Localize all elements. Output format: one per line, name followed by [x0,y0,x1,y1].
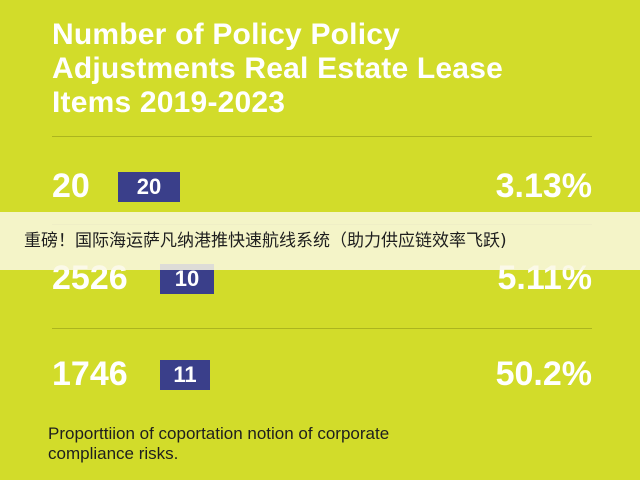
footer-caption: Proporttiion of coportation notion of co… [48,424,568,464]
title-line-2: Adjustments Real Estate Lease [52,52,503,85]
news-banner: 重磅！国际海运萨凡纳港推快速航线系统（助力供应链效率飞跃) [0,212,640,270]
stat-badge: 11 [160,360,210,390]
stat-percent: 50.2% [495,355,592,393]
stat-number: 1746 [52,355,128,393]
footer-line-1: Proporttiion of coportation notion of co… [48,424,390,443]
news-banner-text: 重磅！国际海运萨凡纳港推快速航线系统（助力供应链效率飞跃) [24,231,507,251]
footer-line-2: compliance risks. [48,444,179,463]
divider [52,136,592,137]
stat-number: 20 [52,167,90,205]
title-line-1: Number of Policy Policy [52,18,401,51]
title-line-3: Items 2019-2023 [52,86,286,119]
stat-row: 20 20 3.13% [52,164,592,214]
divider [52,328,592,329]
stat-badge: 20 [118,172,180,202]
stat-percent: 3.13% [495,167,592,205]
page-title: Number of Policy Policy Adjustments Real… [52,18,632,120]
stat-row: 1746 11 50.2% [52,352,592,402]
